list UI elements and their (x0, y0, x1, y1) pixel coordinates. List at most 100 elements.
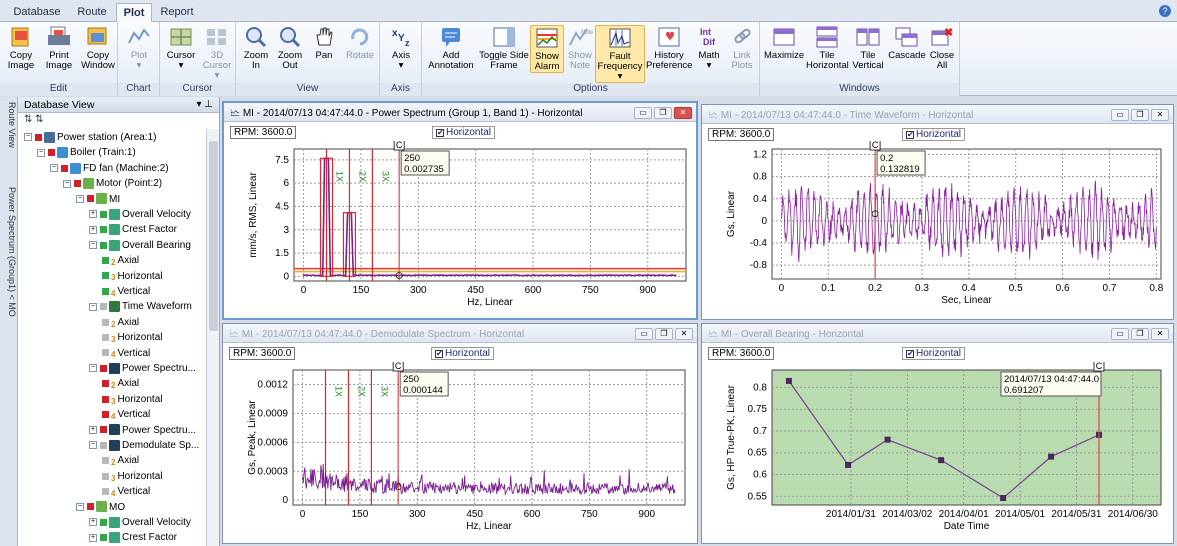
3d-cursor-button[interactable]: 3D Cursor ▾ (200, 25, 234, 81)
zoom-in-button[interactable]: Zoom In (240, 25, 272, 71)
tree-item[interactable]: − Demodulate Sp... (89, 438, 199, 453)
maximize-button[interactable]: Maximize (764, 25, 804, 61)
database-view-toolbar[interactable]: ⇅ ⇅ (24, 114, 44, 125)
tree-item[interactable]: 4 Vertical (102, 407, 150, 422)
power-spectrum-window[interactable]: 🗠 MI - 2014/07/13 04:47:44.0 - Power Spe… (222, 101, 698, 320)
tree-item[interactable]: 3 Horizontal (102, 330, 162, 345)
tree-item[interactable]: − Boiler (Train:1) (37, 145, 136, 160)
fault-frequency-button[interactable]: Fault Frequency ▾ (595, 25, 645, 83)
close-icon[interactable]: ✕ (675, 328, 693, 340)
tree-item[interactable]: − Overall Bearing (89, 238, 191, 253)
scrollbar-thumb[interactable] (209, 141, 218, 331)
tree-scrollbar[interactable] (206, 129, 219, 546)
route-view-tab[interactable]: Route View (7, 102, 17, 148)
expand-icon[interactable]: + (89, 225, 97, 234)
tile-horizontal-button[interactable]: Tile Horizontal (806, 25, 849, 71)
tree-item[interactable]: + Overall Velocity (89, 207, 191, 222)
tile-vertical-button[interactable]: Tile Vertical (850, 25, 886, 71)
minimize-icon[interactable]: ▭ (1111, 328, 1129, 340)
math-button[interactable]: Int Dif Math ▾ (694, 25, 724, 71)
tree-item[interactable]: 2 Axial (102, 315, 139, 330)
tree-item[interactable]: 4 Vertical (102, 284, 150, 299)
collapse-icon[interactable]: − (24, 133, 32, 142)
close-icon[interactable]: ✕ (1151, 109, 1169, 121)
tree-item[interactable]: + Crest Factor (89, 222, 177, 237)
tree-item[interactable]: 4 Vertical (102, 484, 150, 499)
tab-plot[interactable]: Plot (116, 3, 152, 22)
minimize-icon[interactable]: ▭ (634, 107, 652, 119)
tree-item[interactable]: − Power Spectru... (89, 361, 196, 376)
tree-item[interactable]: + Crest Factor (89, 530, 177, 545)
help-icon[interactable]: ? (1159, 5, 1171, 17)
tree-item[interactable]: + Overall Velocity (89, 515, 191, 530)
tree-item[interactable]: 3 Horizontal (102, 469, 162, 484)
horizontal-checkbox[interactable]: ✔ Horizontal (902, 128, 966, 141)
toggle-side-frame-button[interactable]: Toggle Side Frame (479, 25, 529, 71)
zoom-out-button[interactable]: Zoom Out (274, 25, 306, 71)
tree-item[interactable]: − MI (76, 192, 120, 207)
restore-icon[interactable]: ❐ (1131, 328, 1149, 340)
collapse-icon[interactable]: − (37, 148, 45, 157)
close-icon[interactable]: ✕ (674, 107, 692, 119)
expand-icon[interactable]: + (89, 518, 97, 527)
expand-icon[interactable]: + (89, 210, 97, 219)
collapse-icon[interactable]: − (50, 164, 58, 173)
expand-icon[interactable]: + (89, 533, 97, 542)
status-square-icon (100, 210, 107, 218)
tree-item[interactable]: 2 Axial (102, 376, 139, 391)
collapse-icon[interactable]: − (89, 364, 97, 373)
collapse-icon[interactable]: − (76, 194, 84, 203)
close-icon[interactable]: ✕ (1151, 328, 1169, 340)
collapse-icon[interactable]: − (63, 179, 71, 188)
power-spectrum-mo-tab[interactable]: Power Spectrum (Group1) < MO (7, 187, 17, 317)
tree-item[interactable]: 3 Horizontal (102, 392, 162, 407)
time-waveform-window[interactable]: 🗠 MI - 2014/07/13 04:47:44.0 - Time Wave… (701, 104, 1174, 320)
tree-item[interactable]: 2 Axial (102, 453, 139, 468)
minimize-icon[interactable]: ▭ (635, 328, 653, 340)
tab-report[interactable]: Report (160, 6, 194, 18)
copy-image-button[interactable]: Copy Image (4, 25, 38, 71)
horizontal-checkbox[interactable]: ✔ Horizontal (432, 126, 496, 139)
history-preference-button[interactable]: History Preference (646, 25, 692, 71)
tree-item[interactable]: 2 Axial (102, 253, 139, 268)
show-note-button[interactable]: Note Show Note (566, 25, 594, 71)
tree-item[interactable]: − Power station (Area:1) (24, 130, 157, 145)
collapse-icon[interactable]: − (89, 441, 97, 450)
demodulate-spectrum-window[interactable]: 🗠 MI - 2014/07/13 04:47:44.0 - Demodulat… (222, 323, 698, 544)
cascade-button[interactable]: Cascade (888, 25, 926, 61)
expand-icon[interactable]: + (89, 425, 97, 434)
tree-item[interactable]: + Power Spectru... (89, 423, 196, 438)
show-alarm-button[interactable]: Show Alarm (530, 25, 564, 73)
overall-bearing-window[interactable]: 🗠 MI - Overall Bearing - Horizontal ▭ ❐ ✕ … (701, 323, 1174, 544)
tree-item[interactable]: 4 Vertical (102, 346, 150, 361)
collapse-icon[interactable]: − (76, 502, 84, 511)
tree-item[interactable]: − MO (76, 500, 125, 515)
pan-button[interactable]: Pan (308, 25, 340, 61)
pin-icon[interactable]: ▾ ⊥ (196, 99, 213, 110)
horizontal-checkbox[interactable]: ✔ Horizontal (902, 347, 966, 360)
copy-window-button[interactable]: Copy Window (80, 25, 116, 71)
tree-item[interactable]: 3 Horizontal (102, 269, 162, 284)
restore-icon[interactable]: ❐ (654, 107, 672, 119)
tree-item[interactable]: − FD fan (Machine:2) (50, 161, 169, 176)
rotate-button[interactable]: Rotate (342, 25, 378, 61)
horizontal-checkbox[interactable]: ✔ Horizontal (431, 347, 495, 360)
restore-icon[interactable]: ❐ (1131, 109, 1149, 121)
close-all-button[interactable]: ✖ Close All (929, 27, 955, 71)
add-annotation-button[interactable]: Add Annotation (424, 25, 478, 71)
minimize-icon[interactable]: ▭ (1111, 109, 1129, 121)
link-plots-button[interactable]: Link Plots (726, 25, 758, 71)
tree-item[interactable]: − Motor (Point:2) (63, 176, 162, 191)
x-axis-label: Date Time (944, 521, 990, 532)
collapse-icon[interactable]: − (89, 241, 97, 250)
restore-icon[interactable]: ❐ (655, 328, 673, 340)
cursor-label: C (1096, 362, 1103, 371)
tree-item[interactable]: − Time Waveform (89, 299, 192, 314)
tab-route[interactable]: Route (77, 6, 107, 18)
plot-button[interactable]: Plot ▾ (122, 25, 156, 71)
tab-database[interactable]: Database (13, 6, 61, 18)
print-image-button[interactable]: Print Image (42, 25, 76, 71)
cursor-button[interactable]: Cursor ▾ (164, 25, 198, 71)
collapse-icon[interactable]: − (89, 302, 97, 311)
